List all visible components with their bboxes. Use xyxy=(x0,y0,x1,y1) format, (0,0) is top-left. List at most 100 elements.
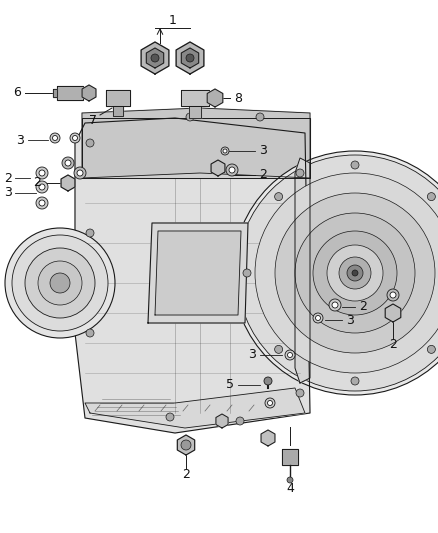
Text: 6: 6 xyxy=(13,86,21,100)
Polygon shape xyxy=(57,86,83,100)
Circle shape xyxy=(226,164,238,176)
Circle shape xyxy=(287,352,293,358)
Circle shape xyxy=(36,167,48,179)
Text: 5: 5 xyxy=(226,378,234,392)
Circle shape xyxy=(285,350,295,360)
Circle shape xyxy=(39,170,45,176)
Polygon shape xyxy=(189,106,201,118)
Text: 2: 2 xyxy=(182,469,190,481)
Circle shape xyxy=(5,228,115,338)
Text: 2: 2 xyxy=(259,168,267,182)
Polygon shape xyxy=(181,48,199,68)
Circle shape xyxy=(86,139,94,147)
Polygon shape xyxy=(82,118,310,178)
Polygon shape xyxy=(146,48,164,68)
Circle shape xyxy=(296,169,304,177)
Circle shape xyxy=(186,113,194,121)
Circle shape xyxy=(186,54,194,62)
Polygon shape xyxy=(113,106,123,116)
Circle shape xyxy=(39,200,45,206)
Polygon shape xyxy=(85,388,305,428)
Circle shape xyxy=(65,160,71,166)
Circle shape xyxy=(237,155,438,391)
Circle shape xyxy=(287,477,293,483)
Circle shape xyxy=(264,377,272,385)
Circle shape xyxy=(70,133,80,143)
Circle shape xyxy=(387,289,399,301)
Polygon shape xyxy=(211,160,225,176)
Circle shape xyxy=(339,257,371,289)
Circle shape xyxy=(296,389,304,397)
Circle shape xyxy=(86,329,94,337)
Circle shape xyxy=(50,273,70,293)
Text: 2: 2 xyxy=(389,338,397,351)
Circle shape xyxy=(223,149,227,153)
Circle shape xyxy=(25,248,95,318)
Circle shape xyxy=(53,135,57,141)
Circle shape xyxy=(236,417,244,425)
Polygon shape xyxy=(82,108,310,178)
Polygon shape xyxy=(106,90,130,106)
Circle shape xyxy=(351,377,359,385)
Text: 2: 2 xyxy=(359,301,367,313)
Polygon shape xyxy=(75,118,310,433)
Circle shape xyxy=(275,192,283,200)
Polygon shape xyxy=(53,89,57,97)
Circle shape xyxy=(256,113,264,121)
Polygon shape xyxy=(207,89,223,107)
Polygon shape xyxy=(216,414,228,428)
Circle shape xyxy=(351,161,359,169)
Circle shape xyxy=(255,173,438,373)
Circle shape xyxy=(295,213,415,333)
Circle shape xyxy=(229,167,235,173)
Circle shape xyxy=(275,345,283,353)
Circle shape xyxy=(390,292,396,298)
Circle shape xyxy=(243,269,251,277)
Circle shape xyxy=(315,316,321,320)
Text: 2: 2 xyxy=(4,172,12,184)
Polygon shape xyxy=(82,85,96,101)
Circle shape xyxy=(36,197,48,209)
Text: 8: 8 xyxy=(234,92,242,104)
Circle shape xyxy=(62,157,74,169)
Text: 4: 4 xyxy=(286,481,294,495)
Circle shape xyxy=(38,261,82,305)
Polygon shape xyxy=(177,435,194,455)
Circle shape xyxy=(427,345,435,353)
Circle shape xyxy=(12,235,108,331)
Text: 3: 3 xyxy=(259,144,267,157)
Circle shape xyxy=(313,231,397,315)
Polygon shape xyxy=(61,175,75,191)
Polygon shape xyxy=(385,304,401,322)
Circle shape xyxy=(39,184,45,190)
Polygon shape xyxy=(261,430,275,446)
Circle shape xyxy=(352,270,358,276)
Circle shape xyxy=(329,299,341,311)
Circle shape xyxy=(73,135,78,141)
Text: 2: 2 xyxy=(33,176,41,190)
Circle shape xyxy=(50,133,60,143)
Circle shape xyxy=(36,181,48,193)
Circle shape xyxy=(151,54,159,62)
Circle shape xyxy=(74,167,86,179)
Circle shape xyxy=(327,245,383,301)
Polygon shape xyxy=(282,449,298,465)
Text: 3: 3 xyxy=(346,313,354,327)
Circle shape xyxy=(275,193,435,353)
Polygon shape xyxy=(148,223,248,323)
Text: 1: 1 xyxy=(169,14,177,28)
Circle shape xyxy=(332,302,338,308)
Text: 3: 3 xyxy=(248,349,256,361)
Text: 3: 3 xyxy=(4,187,12,199)
Circle shape xyxy=(268,400,272,406)
Text: 3: 3 xyxy=(16,133,24,147)
Circle shape xyxy=(221,147,229,155)
Circle shape xyxy=(166,413,174,421)
Circle shape xyxy=(233,151,438,395)
Polygon shape xyxy=(181,90,209,106)
Circle shape xyxy=(427,192,435,200)
Text: 7: 7 xyxy=(89,114,97,126)
Polygon shape xyxy=(141,42,169,74)
Circle shape xyxy=(77,170,83,176)
Circle shape xyxy=(347,265,363,281)
